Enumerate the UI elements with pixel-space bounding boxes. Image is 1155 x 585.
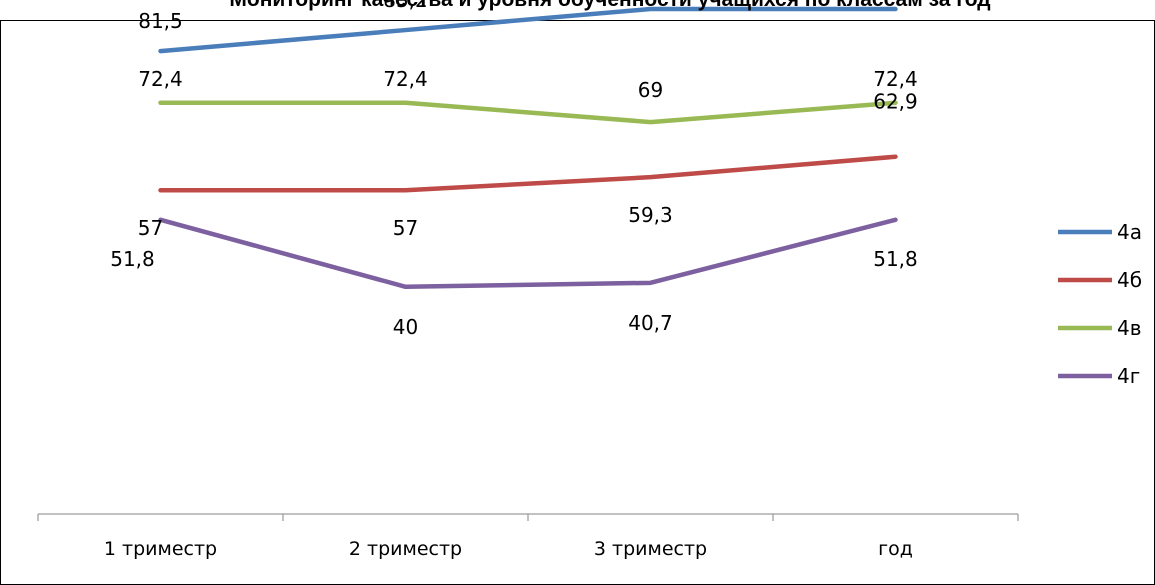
data-label: 72,4 bbox=[873, 67, 918, 91]
data-label: 40 bbox=[393, 315, 418, 339]
data-label: 51,8 bbox=[873, 247, 918, 271]
data-point bbox=[405, 286, 406, 287]
data-point bbox=[895, 219, 896, 220]
data-label: 62,9 bbox=[873, 90, 918, 114]
data-label: 72,4 bbox=[383, 67, 428, 91]
series-line bbox=[158, 100, 898, 125]
series-line bbox=[158, 217, 898, 290]
chart-title: Мониторинг качества и уровня обученности… bbox=[0, 0, 1155, 12]
legend-label: 4г bbox=[1117, 364, 1140, 388]
series-line bbox=[158, 6, 898, 54]
data-label: 72,4 bbox=[138, 67, 183, 91]
legend-label: 4в bbox=[1117, 316, 1142, 340]
data-label: 57 bbox=[393, 216, 418, 240]
data-point bbox=[650, 122, 651, 123]
data-point bbox=[160, 190, 161, 191]
x-tick-label: 1 триместр bbox=[104, 538, 217, 560]
data-point bbox=[405, 190, 406, 191]
x-tick-label: год bbox=[878, 538, 913, 560]
data-label: 40,7 bbox=[628, 311, 673, 335]
data-point bbox=[405, 102, 406, 103]
data-point bbox=[160, 102, 161, 103]
legend-label: 4а bbox=[1117, 220, 1142, 244]
x-axis: 1 триместр 2 триместр 3 триместр год bbox=[37, 513, 1019, 560]
x-tick-label: 3 триместр bbox=[594, 538, 707, 560]
data-point bbox=[160, 51, 161, 52]
data-label: 85,2 bbox=[383, 0, 428, 12]
legend-label: 4б bbox=[1117, 268, 1142, 292]
data-point bbox=[895, 156, 896, 157]
data-point bbox=[405, 30, 406, 31]
series-layer bbox=[158, 6, 898, 290]
data-label: 81,5 bbox=[138, 9, 183, 33]
data-point bbox=[650, 282, 651, 283]
data-label: 59,3 bbox=[628, 203, 673, 227]
data-label: 69 bbox=[638, 78, 663, 102]
data-label: 51,8 bbox=[110, 247, 155, 271]
chart-border bbox=[0, 20, 1155, 585]
series-line bbox=[158, 154, 898, 193]
data-labels: 81,585,288,988,9575759,362,972,472,46972… bbox=[110, 0, 918, 339]
legend: 4а 4б 4в 4г bbox=[1058, 220, 1142, 388]
data-label: 57 bbox=[138, 216, 163, 240]
x-tick-label: 2 триместр bbox=[349, 538, 462, 560]
data-point bbox=[650, 177, 651, 178]
